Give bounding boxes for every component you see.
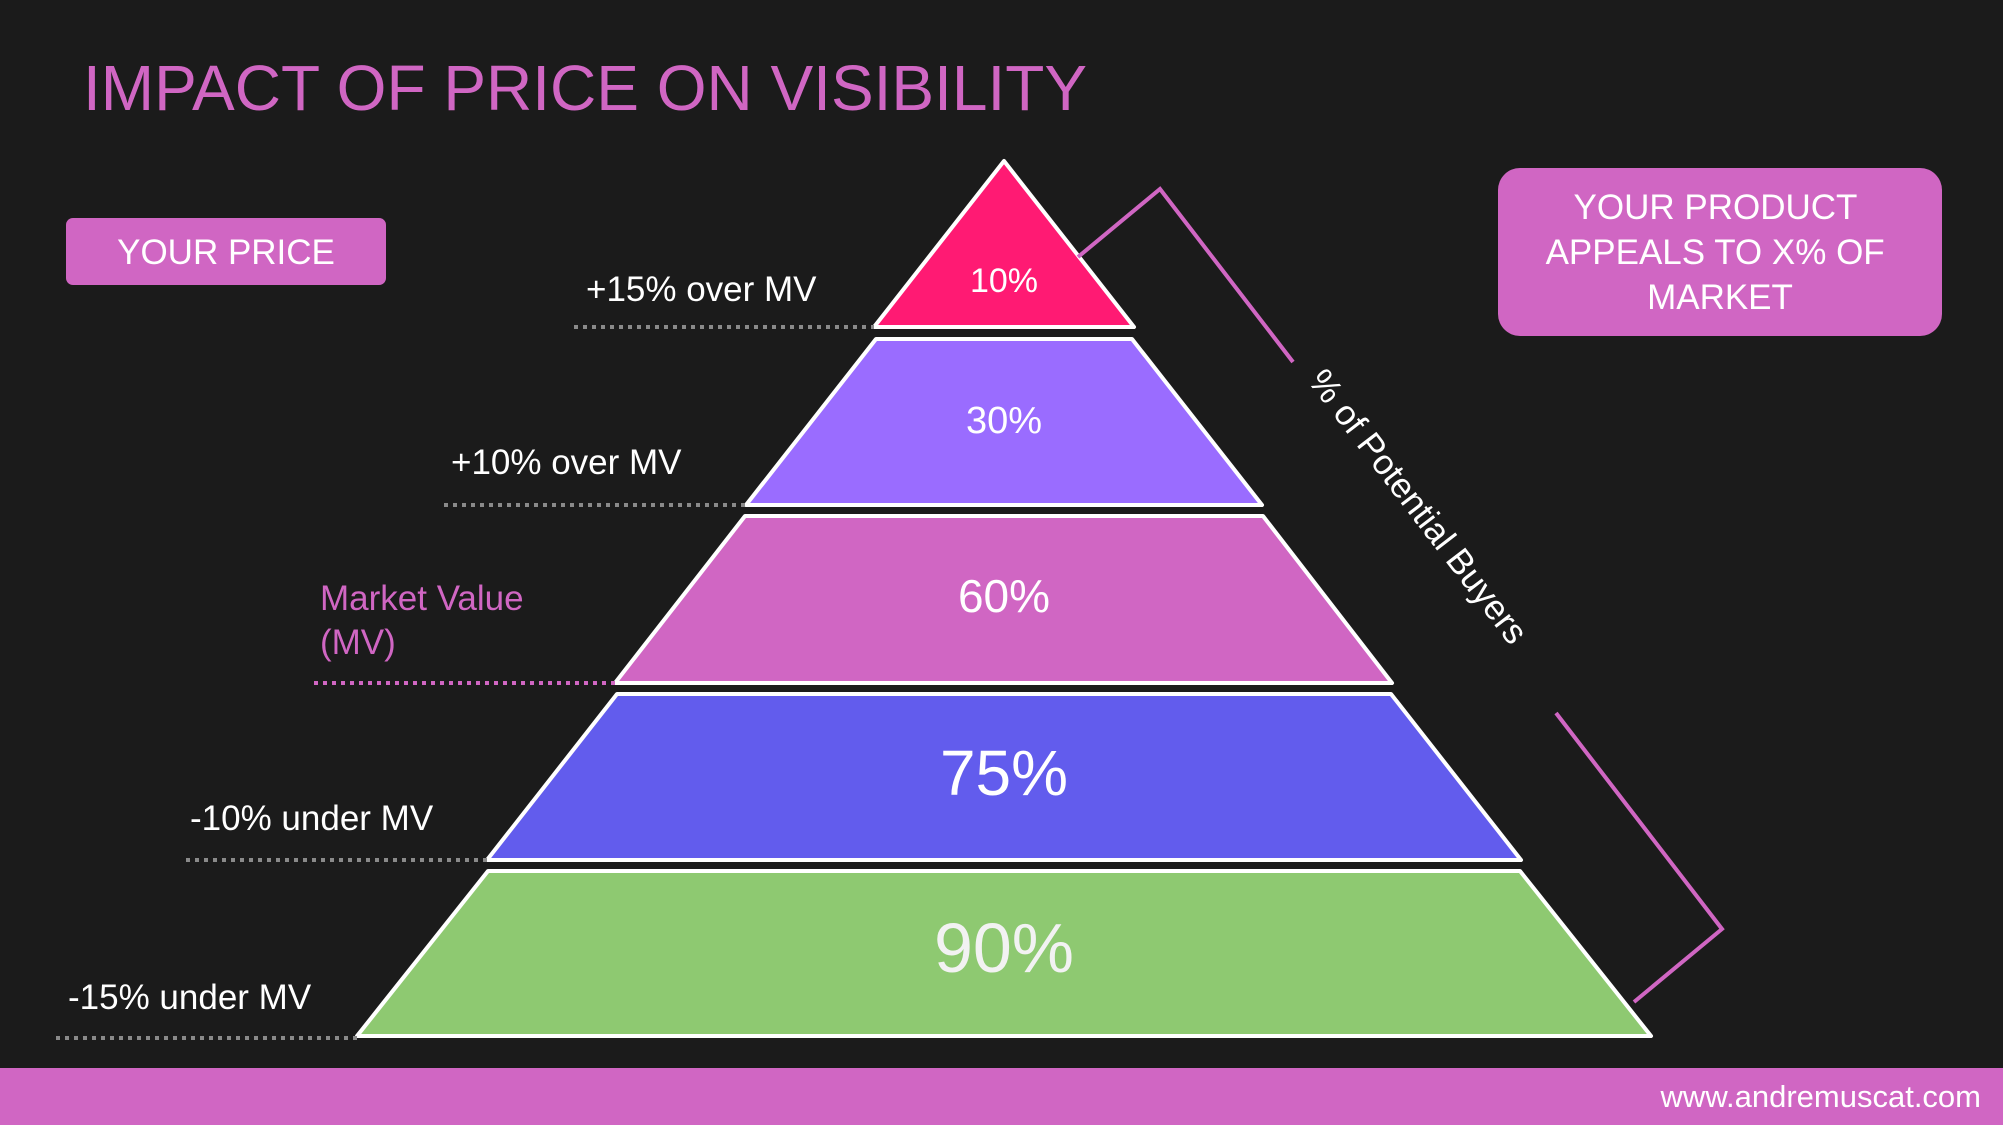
- market-appeal-line-2: APPEALS TO X% OF: [1546, 233, 1885, 272]
- footer-url: www.andremuscat.com: [1660, 1079, 1981, 1114]
- potential-buyers-brace: [1076, 186, 1725, 1004]
- price-label-market-value: Market Value (MV): [320, 579, 533, 662]
- pyramid-level-5-value: 90%: [934, 909, 1074, 987]
- pyramid: 10% 30% 60% 75% 90%: [355, 159, 1653, 1038]
- pyramid-level-5: [355, 869, 1653, 1038]
- pyramid-level-4-value: 75%: [940, 737, 1068, 809]
- price-label-level-1: +15% over MV: [586, 270, 817, 309]
- pyramid-level-1: [872, 159, 1136, 329]
- market-appeal-label: YOUR PRODUCT APPEALS TO X% OF MARKET: [1546, 188, 1895, 317]
- footer-bar: [0, 1068, 2003, 1125]
- price-label-level-5: -15% under MV: [68, 978, 312, 1017]
- pyramid-level-4: [485, 692, 1523, 862]
- market-appeal-line-3: MARKET: [1647, 278, 1793, 317]
- price-label-level-4: -10% under MV: [190, 799, 434, 838]
- market-value-line-1: Market Value: [320, 579, 524, 618]
- pyramid-level-3: [613, 514, 1394, 685]
- pyramid-level-2-value: 30%: [966, 400, 1042, 442]
- pyramid-level-2: [744, 337, 1264, 507]
- price-label-level-2: +10% over MV: [451, 443, 682, 482]
- page-title: IMPACT OF PRICE ON VISIBILITY: [83, 52, 1087, 124]
- market-appeal-badge: YOUR PRODUCT APPEALS TO X% OF MARKET: [1498, 168, 1942, 336]
- your-price-label: YOUR PRICE: [117, 233, 335, 272]
- your-price-badge: YOUR PRICE: [66, 218, 386, 285]
- pyramid-level-1-value: 10%: [970, 262, 1038, 300]
- brace-upper-stroke: [1076, 186, 1295, 364]
- pyramid-level-3-value: 60%: [958, 570, 1050, 622]
- market-value-line-2: (MV): [320, 623, 396, 662]
- market-appeal-line-1: YOUR PRODUCT: [1574, 188, 1858, 227]
- brace-lower-stroke: [1554, 711, 1725, 1004]
